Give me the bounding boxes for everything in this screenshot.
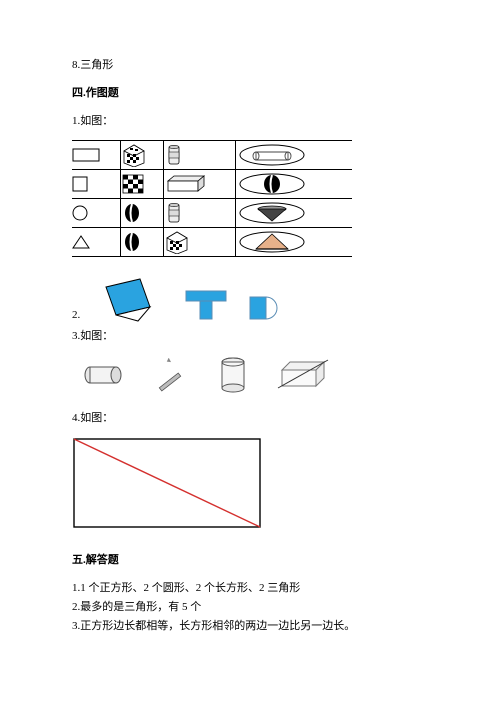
answer-2: 2.最多的是三角形，有 5 个 <box>72 598 428 614</box>
cell-coffeebean-ellipse-icon <box>236 170 352 199</box>
table-row <box>72 170 352 199</box>
q4-figure <box>72 437 428 529</box>
answer-1: 1.1 个正方形、2 个圆形、2 个长方形、2 三角形 <box>72 579 428 595</box>
q2-row: 2. <box>72 275 428 323</box>
shapes-table-wrap <box>72 140 428 257</box>
item-8-heading: 8.三角形 <box>72 56 428 72</box>
q1-label: 1.如图： <box>72 112 428 128</box>
q3-row <box>82 355 428 395</box>
cell-cuboid-icon <box>164 170 236 199</box>
table-row <box>72 141 352 170</box>
section-5-title: 五.解答题 <box>72 551 428 567</box>
table-row <box>72 199 352 228</box>
answer-3: 3.正方形边长都相等，长方形相邻的两边一边比另一边长。 <box>72 617 428 633</box>
q2-label: 2. <box>72 309 80 323</box>
q3-cylinder-side-icon <box>82 363 124 387</box>
q2-shape3-icon <box>248 293 284 323</box>
q3-pencil-icon <box>152 358 190 392</box>
cell-cone-ellipse-icon <box>236 199 352 228</box>
cell-coffeebean2-icon <box>121 228 164 257</box>
shapes-table <box>72 140 352 257</box>
cell-can-icon <box>164 141 236 170</box>
cell-can2-icon <box>164 199 236 228</box>
q2-shape1-icon <box>100 275 164 323</box>
cell-coffeebean-icon <box>121 199 164 228</box>
section-4-title: 四.作图题 <box>72 84 428 100</box>
cell-triangle-icon <box>72 228 121 257</box>
section-5: 五.解答题 1.1 个正方形、2 个圆形、2 个长方形、2 三角形 2.最多的是… <box>72 551 428 633</box>
cell-cylinder-ellipse-icon <box>236 141 352 170</box>
cell-square-icon <box>72 170 121 199</box>
cell-cube-checker-icon <box>121 141 164 170</box>
cell-triangle-ellipse-icon <box>236 228 352 257</box>
q3-cuboid-cross-icon <box>276 358 332 392</box>
cell-rectangle-icon <box>72 141 121 170</box>
q3-label: 3.如图： <box>72 327 428 343</box>
q3-cylinder-up-icon <box>218 355 248 395</box>
cell-cube-checker2-icon <box>164 228 236 257</box>
cell-circle-icon <box>72 199 121 228</box>
table-row <box>72 228 352 257</box>
q2-shape2-icon <box>182 285 230 323</box>
cell-checker-square-icon <box>121 170 164 199</box>
q4-label: 4.如图： <box>72 409 428 425</box>
